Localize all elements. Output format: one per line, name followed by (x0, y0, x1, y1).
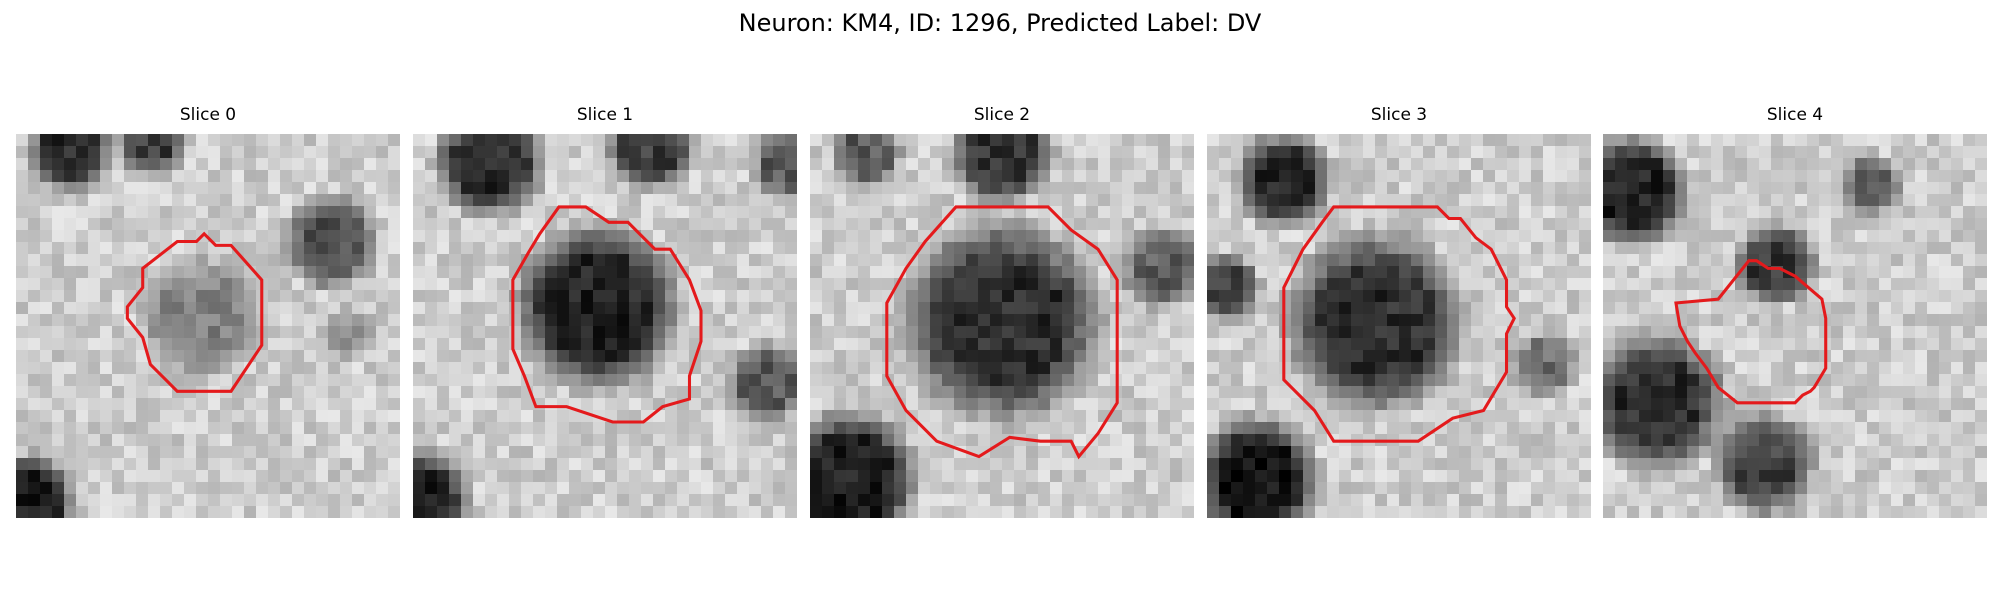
pixel-grid (1207, 134, 1591, 518)
neuron-contour (125, 231, 264, 393)
slice-image-1 (413, 134, 797, 518)
slice-image-4 (1603, 134, 1987, 518)
slice-image-0 (16, 134, 400, 518)
slice-image-3 (1207, 134, 1591, 518)
pixel-grid (810, 134, 1194, 518)
neuron-contour (1674, 259, 1828, 405)
neuron-contour (885, 205, 1119, 460)
pixel-grid (1603, 134, 1987, 518)
slice-title-0: Slice 0 (179, 105, 237, 125)
pixel-grid (16, 134, 400, 518)
slice-title-1: Slice 1 (576, 105, 634, 125)
neuron-contour (1282, 205, 1516, 443)
pixel-grid (413, 134, 797, 518)
slice-title-2: Slice 2 (973, 105, 1031, 125)
slice-title-3: Slice 3 (1370, 105, 1428, 125)
slice-image-2 (810, 134, 1194, 518)
neuron-contour (511, 205, 703, 424)
slice-title-4: Slice 4 (1766, 105, 1824, 125)
figure-title: Neuron: KM4, ID: 1296, Predicted Label: … (738, 9, 1262, 37)
